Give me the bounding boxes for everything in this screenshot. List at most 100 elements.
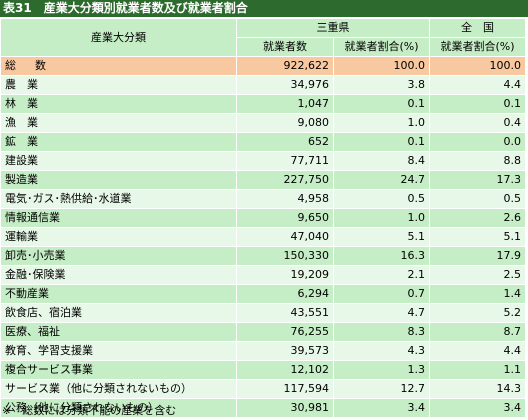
ratio-national: 0.1 — [429, 94, 526, 114]
table-row: 運輸業 47,040 5.1 5.1 — [0, 227, 526, 247]
ratio-pref: 5.1 — [333, 227, 430, 247]
workers-count: 1,047 — [236, 94, 334, 114]
ratio-national: 4.4 — [429, 75, 526, 95]
industry-name: 医療、福祉 — [0, 322, 237, 342]
table-row: 不動産業 6,294 0.7 1.4 — [0, 284, 526, 304]
ratio-pref: 16.3 — [333, 246, 430, 266]
workers-count: 47,040 — [236, 227, 334, 247]
ratio-national: 1.1 — [429, 360, 526, 380]
footnote: ※ 総数には分類不能の産業を含む — [2, 404, 177, 417]
ratio-national: 8.8 — [429, 151, 526, 171]
industry-name: サービス業（他に分類されないもの） — [0, 379, 237, 399]
industry-name: 漁 業 — [0, 113, 237, 133]
total-row: 総 数 922,622 100.0 100.0 — [0, 56, 526, 76]
industry-name: 鉱 業 — [0, 132, 237, 152]
header-category: 産業大分類 — [0, 18, 237, 57]
workers-count: 9,080 — [236, 113, 334, 133]
table-row: 農 業 34,976 3.8 4.4 — [0, 75, 526, 95]
industry-name: 情報通信業 — [0, 208, 237, 228]
table-row: 医療、福祉 76,255 8.3 8.7 — [0, 322, 526, 342]
industry-name: 飲食店、宿泊業 — [0, 303, 237, 323]
table-row: 漁 業 9,080 1.0 0.4 — [0, 113, 526, 133]
ratio-pref: 12.7 — [333, 379, 430, 399]
ratio-national: 2.6 — [429, 208, 526, 228]
workers-count: 4,958 — [236, 189, 334, 209]
total-label: 総 数 — [0, 56, 237, 76]
ratio-national: 8.7 — [429, 322, 526, 342]
industry-name: 不動産業 — [0, 284, 237, 304]
industry-name: 教育、学習支援業 — [0, 341, 237, 361]
workers-count: 39,573 — [236, 341, 334, 361]
ratio-national: 2.5 — [429, 265, 526, 285]
industry-name: 建設業 — [0, 151, 237, 171]
ratio-pref: 1.0 — [333, 113, 430, 133]
workers-count: 227,750 — [236, 170, 334, 190]
table-row: 情報通信業 9,650 1.0 2.6 — [0, 208, 526, 228]
table-row: 建設業 77,711 8.4 8.8 — [0, 151, 526, 171]
table-row: 電気･ガス･熱供給･水道業 4,958 0.5 0.5 — [0, 189, 526, 209]
workers-count: 30,981 — [236, 398, 334, 418]
ratio-pref: 2.1 — [333, 265, 430, 285]
ratio-pref: 1.3 — [333, 360, 430, 380]
table-row: 複合サービス事業 12,102 1.3 1.1 — [0, 360, 526, 380]
ratio-national: 17.3 — [429, 170, 526, 190]
header-national: 全 国 — [429, 18, 526, 38]
industry-name: 農 業 — [0, 75, 237, 95]
ratio-pref: 3.8 — [333, 75, 430, 95]
industry-table: 産業大分類 三重県 全 国 就業者数 就業者割合(%) 就業者割合(%) 総 数… — [0, 18, 526, 418]
ratio-national: 0.4 — [429, 113, 526, 133]
workers-count: 6,294 — [236, 284, 334, 304]
table-title: 表31 産業大分類別就業者数及び就業者割合 — [0, 0, 528, 17]
ratio-pref: 0.1 — [333, 132, 430, 152]
header-ratio-national: 就業者割合(%) — [429, 37, 526, 57]
table-row: 金融･保険業 19,209 2.1 2.5 — [0, 265, 526, 285]
ratio-pref: 0.5 — [333, 189, 430, 209]
workers-count: 12,102 — [236, 360, 334, 380]
workers-count: 652 — [236, 132, 334, 152]
ratio-pref: 4.7 — [333, 303, 430, 323]
ratio-pref: 24.7 — [333, 170, 430, 190]
ratio-national: 0.5 — [429, 189, 526, 209]
industry-name: 電気･ガス･熱供給･水道業 — [0, 189, 237, 209]
industry-name: 複合サービス事業 — [0, 360, 237, 380]
workers-count: 19,209 — [236, 265, 334, 285]
industry-name: 製造業 — [0, 170, 237, 190]
ratio-pref: 4.3 — [333, 341, 430, 361]
industry-name: 公務（他に分類されないもの） — [0, 398, 237, 418]
ratio-national: 5.1 — [429, 227, 526, 247]
industry-name: 林 業 — [0, 94, 237, 114]
workers-count: 34,976 — [236, 75, 334, 95]
ratio-pref: 8.4 — [333, 151, 430, 171]
workers-count: 76,255 — [236, 322, 334, 342]
ratio-pref: 0.1 — [333, 94, 430, 114]
total-ratio: 100.0 — [333, 56, 430, 76]
ratio-national: 5.2 — [429, 303, 526, 323]
workers-count: 9,650 — [236, 208, 334, 228]
ratio-national: 4.4 — [429, 341, 526, 361]
industry-name: 金融･保険業 — [0, 265, 237, 285]
table-row: 鉱 業 652 0.1 0.0 — [0, 132, 526, 152]
table-row: 教育、学習支援業 39,573 4.3 4.4 — [0, 341, 526, 361]
header-workers: 就業者数 — [236, 37, 334, 57]
total-national: 100.0 — [429, 56, 526, 76]
ratio-pref: 0.7 — [333, 284, 430, 304]
workers-count: 77,711 — [236, 151, 334, 171]
ratio-national: 0.0 — [429, 132, 526, 152]
workers-count: 43,551 — [236, 303, 334, 323]
ratio-pref: 1.0 — [333, 208, 430, 228]
workers-count: 117,594 — [236, 379, 334, 399]
header-ratio-pref: 就業者割合(%) — [333, 37, 430, 57]
table-row: 卸売･小売業 150,330 16.3 17.9 — [0, 246, 526, 266]
table-row: 林 業 1,047 0.1 0.1 — [0, 94, 526, 114]
workers-count: 150,330 — [236, 246, 334, 266]
ratio-national: 3.4 — [429, 398, 526, 418]
ratio-pref: 8.3 — [333, 322, 430, 342]
header-pref: 三重県 — [236, 18, 430, 38]
ratio-national: 1.4 — [429, 284, 526, 304]
industry-name: 卸売･小売業 — [0, 246, 237, 266]
ratio-pref: 3.4 — [333, 398, 430, 418]
total-workers: 922,622 — [236, 56, 334, 76]
table-row: 製造業 227,750 24.7 17.3 — [0, 170, 526, 190]
industry-name: 運輸業 — [0, 227, 237, 247]
table-row: 飲食店、宿泊業 43,551 4.7 5.2 — [0, 303, 526, 323]
